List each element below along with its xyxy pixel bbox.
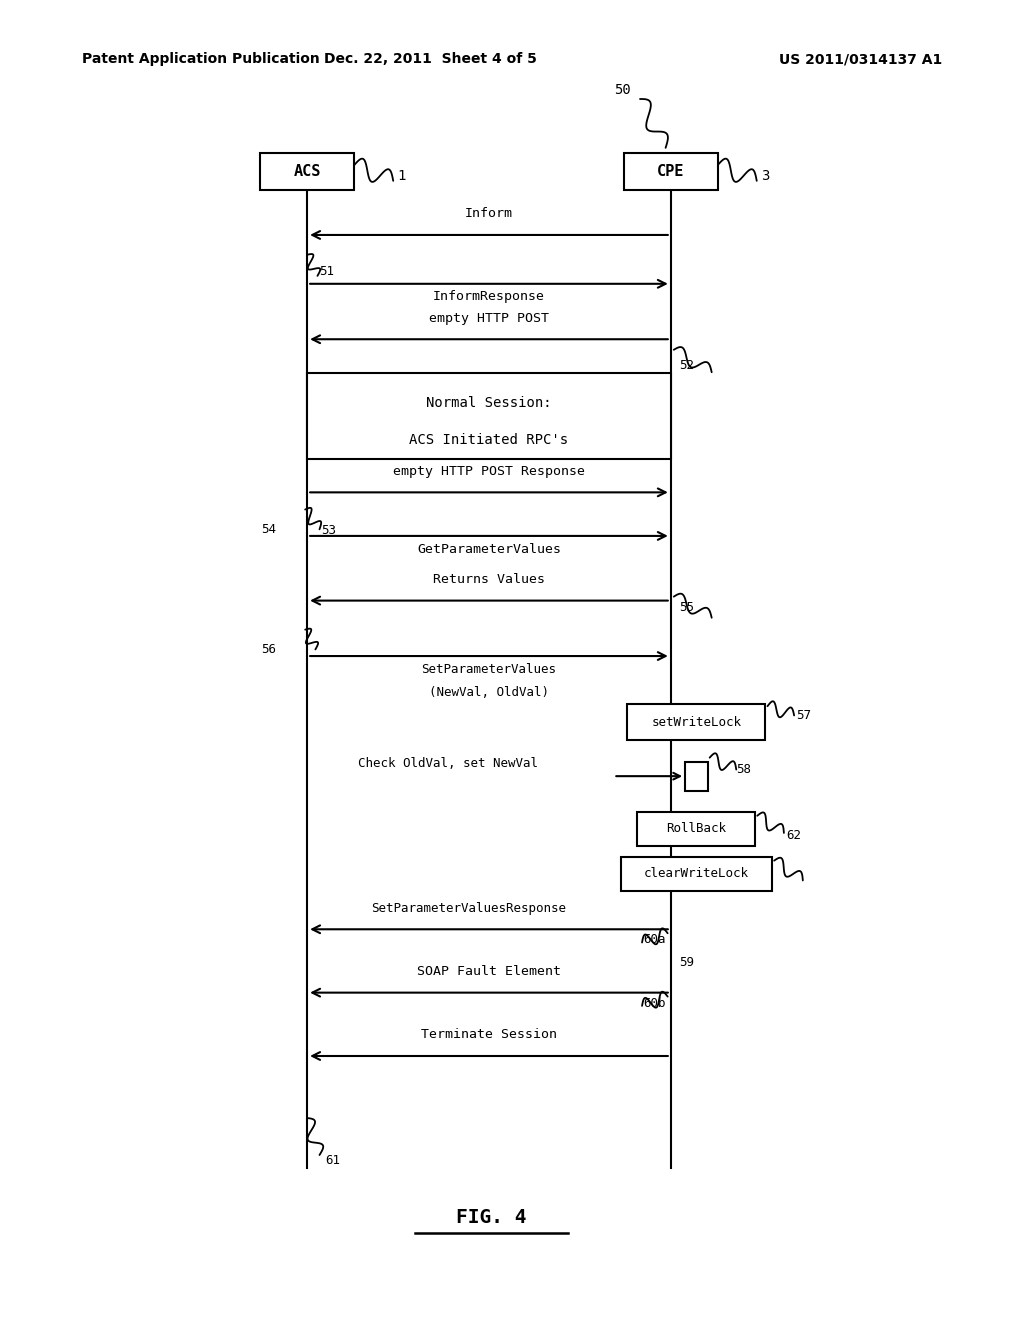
- Text: RollBack: RollBack: [667, 822, 726, 836]
- Text: Terminate Session: Terminate Session: [421, 1028, 557, 1041]
- Text: 53: 53: [322, 524, 337, 537]
- Text: 58: 58: [736, 763, 752, 776]
- Text: Inform: Inform: [465, 207, 513, 220]
- Text: SOAP Fault Element: SOAP Fault Element: [417, 965, 561, 978]
- FancyBboxPatch shape: [621, 857, 772, 891]
- Text: 57: 57: [797, 709, 811, 722]
- Text: Patent Application Publication: Patent Application Publication: [82, 53, 319, 66]
- Text: clearWriteLock: clearWriteLock: [644, 867, 749, 880]
- Text: 1: 1: [397, 169, 406, 182]
- Text: 56: 56: [261, 643, 276, 656]
- Text: 50: 50: [614, 83, 631, 96]
- Text: 59: 59: [679, 956, 694, 969]
- Text: empty HTTP POST Response: empty HTTP POST Response: [393, 465, 585, 478]
- FancyBboxPatch shape: [624, 153, 718, 190]
- Text: setWriteLock: setWriteLock: [651, 715, 741, 729]
- Text: Check OldVal, set NewVal: Check OldVal, set NewVal: [358, 756, 538, 770]
- Text: 52: 52: [679, 359, 694, 372]
- FancyBboxPatch shape: [627, 704, 766, 739]
- Text: 54: 54: [261, 523, 276, 536]
- Text: 60a: 60a: [643, 933, 666, 946]
- Text: (NewVal, OldVal): (NewVal, OldVal): [429, 686, 549, 700]
- Text: Returns Values: Returns Values: [433, 573, 545, 586]
- Text: US 2011/0314137 A1: US 2011/0314137 A1: [779, 53, 942, 66]
- Text: InformResponse: InformResponse: [433, 290, 545, 304]
- Text: FIG. 4: FIG. 4: [457, 1208, 526, 1226]
- Text: ACS Initiated RPC's: ACS Initiated RPC's: [410, 433, 568, 446]
- Text: GetParameterValues: GetParameterValues: [417, 543, 561, 556]
- Text: 60b: 60b: [643, 997, 666, 1010]
- Text: SetParameterValuesResponse: SetParameterValuesResponse: [371, 902, 566, 915]
- Text: 3: 3: [761, 169, 769, 182]
- FancyBboxPatch shape: [260, 153, 354, 190]
- FancyBboxPatch shape: [307, 372, 671, 458]
- Text: 61: 61: [326, 1154, 341, 1167]
- Text: 62: 62: [786, 829, 801, 842]
- Text: empty HTTP POST: empty HTTP POST: [429, 312, 549, 325]
- Text: 55: 55: [679, 601, 694, 614]
- Text: Dec. 22, 2011  Sheet 4 of 5: Dec. 22, 2011 Sheet 4 of 5: [324, 53, 537, 66]
- Text: ACS: ACS: [294, 164, 321, 180]
- Text: Normal Session:: Normal Session:: [426, 396, 552, 409]
- FancyBboxPatch shape: [637, 812, 756, 846]
- Text: CPE: CPE: [657, 164, 684, 180]
- Text: 51: 51: [319, 265, 335, 279]
- FancyBboxPatch shape: [685, 762, 708, 791]
- Text: SetParameterValues: SetParameterValues: [422, 663, 556, 676]
